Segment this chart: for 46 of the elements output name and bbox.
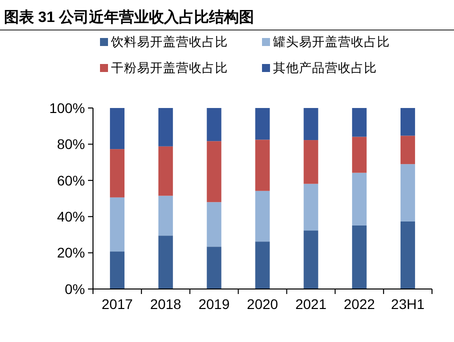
bar [255,108,270,140]
bar [110,197,124,252]
bar [352,172,367,226]
chart-title: 图表 31 公司近年营业收入占比结构图 [4,9,254,26]
bar [255,140,270,191]
y-tick-label: 20% [56,244,85,261]
x-tick-label: 2020 [246,296,278,312]
y-tick-label: 80% [56,136,85,152]
bar [400,108,416,136]
legend-label: 其他产品营收占比 [273,61,377,75]
bar [304,184,318,231]
legend-label: 饮料易开盖营收占比 [110,34,228,49]
legend-label: 干粉易开盖营收占比 [111,60,228,75]
y-tick-label: 100% [49,100,85,116]
bar [206,246,222,289]
x-tick-label: 2017 [102,296,133,312]
x-tick-label: 2022 [344,296,376,312]
bar [400,164,416,222]
bar [158,108,173,146]
bar [304,230,318,289]
bar [400,221,416,289]
bar [110,108,124,150]
x-tick-label: 23H1 [391,296,425,312]
bar [400,136,416,164]
y-tick-label: 0% [64,280,85,297]
bar [110,252,124,289]
bar [304,140,318,184]
bar [158,236,173,289]
bar [352,136,367,173]
bar [206,108,222,142]
bar [110,149,124,198]
x-tick-label: 2019 [198,296,230,312]
bar [352,225,367,289]
y-tick-label: 60% [56,172,85,188]
bar [206,202,222,247]
bar [206,141,222,202]
bar [158,146,173,196]
x-tick-label: 2018 [150,296,182,312]
bar [352,108,367,137]
bar [255,242,270,289]
bar [158,196,173,236]
x-tick-label: 2021 [295,296,327,312]
bar [304,108,318,140]
y-tick-label: 40% [56,208,85,224]
bar [255,190,270,242]
legend-label: 罐头易开盖营收占比 [273,34,390,49]
